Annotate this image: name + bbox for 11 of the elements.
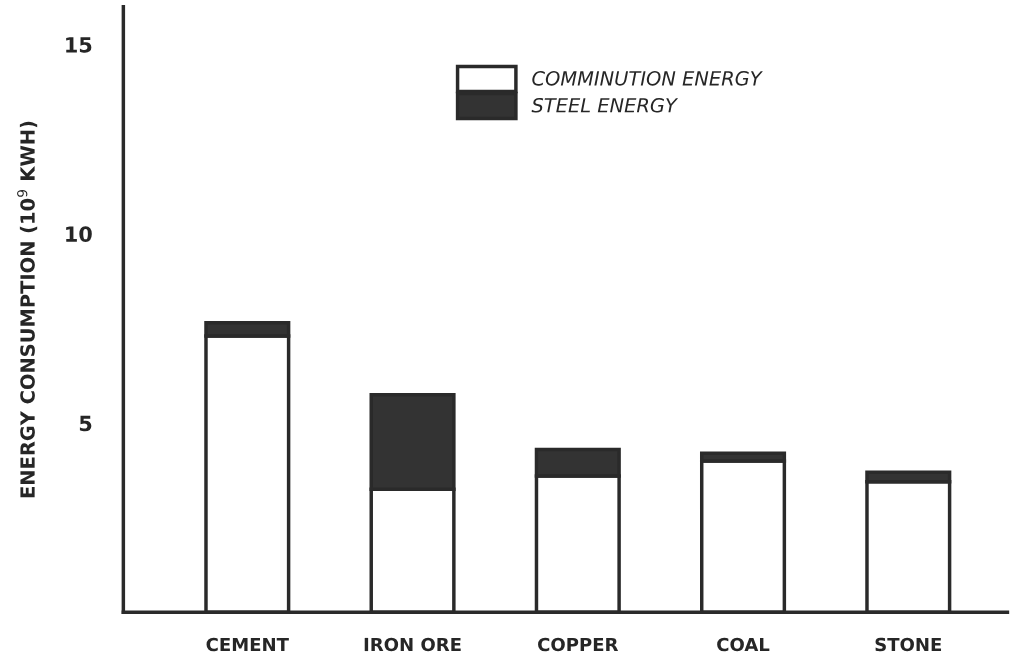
y-tick-label: 15 xyxy=(66,37,92,53)
y-tick-label: 10 xyxy=(66,226,92,242)
legend-label: STEEL ENERGY xyxy=(531,97,679,113)
x-tick-label: COPPER xyxy=(538,637,619,652)
x-tick-label: CEMENT xyxy=(206,637,289,652)
y-axis-title: ENERGY CONSUMPTION (10$^{9}$ KWH) xyxy=(17,121,38,498)
x-tick-label: IRON ORE xyxy=(364,637,461,652)
x-tick-label: COAL xyxy=(717,637,770,652)
y-tick-label: 5 xyxy=(79,415,92,432)
legend-label: COMMINUTION ENERGY xyxy=(532,70,763,86)
x-tick-label: STONE xyxy=(875,637,942,652)
